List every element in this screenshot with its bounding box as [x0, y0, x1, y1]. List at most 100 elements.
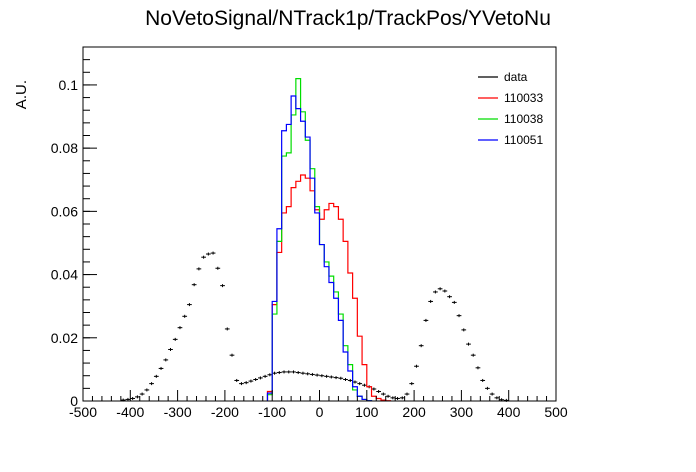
data-point: [414, 364, 419, 368]
data-point: [220, 284, 225, 288]
data-point: [466, 342, 471, 346]
x-tick-label: 0: [316, 404, 324, 420]
data-point: [262, 374, 268, 378]
data-point: [234, 378, 240, 382]
data-point: [168, 347, 173, 351]
data-point: [276, 371, 282, 375]
data-point: [451, 300, 457, 304]
legend-entry-110051: 110051: [478, 133, 543, 147]
data-point: [210, 251, 216, 255]
data-point: [258, 376, 263, 380]
data-point: [149, 382, 154, 386]
y-tick-label: 0.08: [51, 140, 78, 156]
x-tick-label: -100: [258, 404, 286, 420]
chart-title: NoVetoSignal/NTrack1p/TrackPos/YVetoNu: [145, 7, 551, 30]
data-point: [139, 392, 145, 396]
data-point: [423, 318, 429, 322]
legend-entry-data: data: [478, 70, 528, 84]
data-point: [343, 378, 348, 382]
data-point: [470, 353, 476, 357]
legend-entry-110038: 110038: [478, 112, 543, 126]
x-tick-label: 500: [544, 404, 568, 420]
data-point: [215, 266, 221, 270]
legend-entry-110033: 110033: [478, 91, 543, 105]
data-point: [333, 376, 339, 380]
data-point: [243, 381, 249, 385]
data-point: [428, 299, 434, 303]
data-point: [338, 376, 344, 380]
data-point: [324, 374, 329, 378]
data-point: [300, 371, 306, 375]
data-point: [135, 395, 140, 399]
series-layer: [120, 78, 509, 402]
data-point: [281, 370, 287, 374]
data-point: [144, 388, 150, 392]
data-point: [362, 383, 367, 387]
data-point: [456, 314, 462, 318]
legend-label: 110038: [504, 112, 543, 126]
y-axis-ticks: 0 0.02 0.04 0.06 0.08 0.1: [51, 59, 97, 409]
x-tick-label: -200: [211, 404, 239, 420]
data-point: [291, 370, 296, 374]
data-point: [418, 344, 424, 348]
data-point: [314, 373, 320, 377]
data-point: [395, 396, 400, 400]
data-point: [224, 327, 230, 331]
data-point: [310, 372, 315, 376]
data-point: [347, 378, 353, 382]
legend-label: data: [504, 70, 528, 84]
data-point: [442, 289, 448, 293]
data-point: [485, 386, 490, 390]
series-110033-line: [266, 174, 392, 402]
data-point: [158, 366, 164, 370]
data-point: [319, 374, 325, 378]
data-point: [153, 374, 159, 378]
data-point: [433, 290, 438, 294]
data-point: [187, 303, 192, 307]
y-tick-label: 0.02: [51, 330, 78, 346]
data-point: [409, 382, 415, 386]
data-point: [229, 353, 235, 357]
x-tick-label: -400: [116, 404, 144, 420]
data-point: [489, 392, 495, 396]
data-point: [305, 372, 311, 376]
data-point: [295, 371, 301, 375]
data-point: [357, 382, 363, 386]
x-tick-label: 100: [355, 404, 379, 420]
x-tick-label: -500: [69, 404, 97, 420]
data-point: [172, 337, 178, 341]
data-point: [125, 397, 131, 401]
data-point: [163, 358, 169, 362]
data-point: [177, 326, 183, 330]
data-point: [380, 392, 386, 396]
data-point: [248, 379, 254, 383]
data-point: [286, 370, 292, 374]
x-tick-label: 400: [497, 404, 521, 420]
y-tick-label: 0.04: [51, 267, 78, 283]
data-point: [494, 396, 500, 400]
data-point: [182, 314, 188, 318]
data-point: [475, 366, 481, 370]
legend-label: 110051: [504, 133, 543, 147]
data-point: [201, 255, 206, 259]
y-tick-label: 0.1: [59, 77, 79, 93]
x-axis-ticks: -500 -400 -300 -200 -100 0 100 200 300 400 500: [69, 390, 568, 420]
x-tick-label: 200: [402, 404, 426, 420]
legend: data 110033 110038 110051: [478, 70, 543, 147]
legend-label: 110033: [504, 91, 543, 105]
y-tick-label: 0: [70, 393, 78, 409]
data-point: [480, 378, 486, 382]
data-point: [205, 252, 211, 256]
data-point: [390, 396, 396, 400]
data-point: [130, 396, 136, 400]
series-110051-line: [266, 95, 373, 402]
data-point: [376, 390, 381, 394]
data-point: [267, 373, 273, 377]
data-point: [437, 287, 443, 291]
data-point: [447, 295, 452, 299]
data-point: [385, 394, 391, 398]
data-point: [272, 371, 277, 375]
data-point: [196, 267, 202, 271]
data-point: [191, 283, 197, 287]
